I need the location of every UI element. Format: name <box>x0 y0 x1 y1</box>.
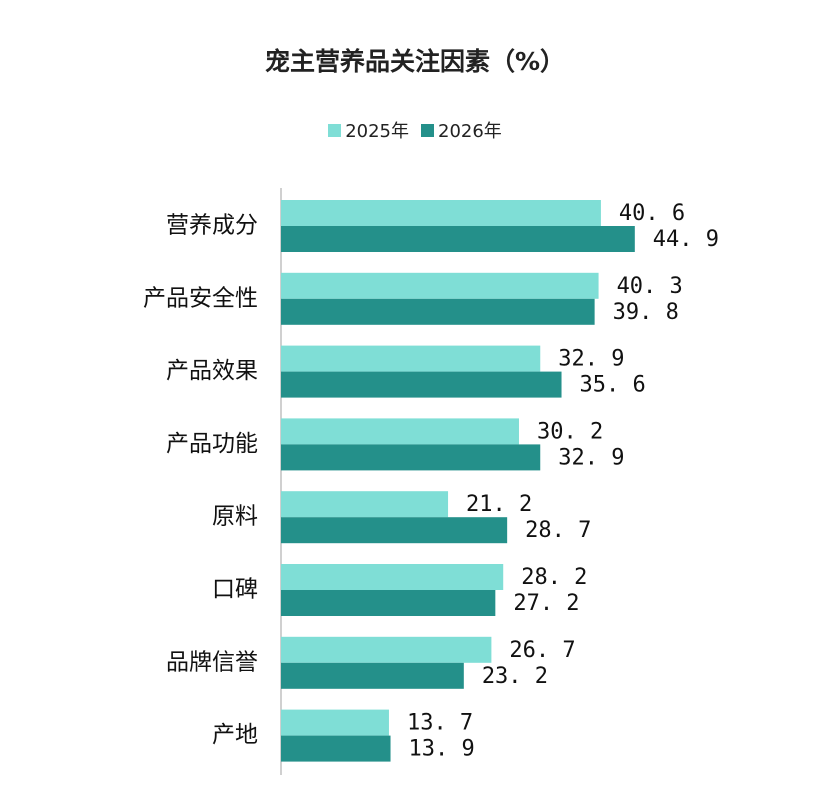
category-label: 营养成分 <box>166 213 258 239</box>
category-label: 原料 <box>212 504 258 530</box>
bar-2025年 <box>281 418 519 445</box>
data-label: 23. 2 <box>482 664 548 689</box>
data-label: 26. 7 <box>509 638 575 663</box>
bar-2026年 <box>281 517 508 544</box>
bar-2026年 <box>281 371 562 398</box>
category-label: 产地 <box>212 722 258 748</box>
bar-2025年 <box>281 491 449 518</box>
data-label: 40. 6 <box>619 201 685 226</box>
data-label: 39. 8 <box>613 300 679 325</box>
category-label: 产品效果 <box>166 358 258 384</box>
legend-label-2026: 2026年 <box>438 121 502 142</box>
bar-2025年 <box>281 345 541 372</box>
data-label: 28. 2 <box>521 565 587 590</box>
data-label: 35. 6 <box>580 373 646 398</box>
data-label: 13. 7 <box>407 711 473 736</box>
legend: 2025年 2026年 <box>0 117 830 143</box>
data-label: 30. 2 <box>537 419 603 444</box>
legend-item-2026: 2026年 <box>421 117 502 143</box>
category-label: 品牌信誉 <box>166 649 258 675</box>
data-label: 32. 9 <box>558 347 624 372</box>
bar-2026年 <box>281 735 391 762</box>
bar-2025年 <box>281 272 599 299</box>
bar-2025年 <box>281 709 389 736</box>
category-label: 口碑 <box>212 577 258 603</box>
category-label: 产品功能 <box>166 431 258 457</box>
bar-2026年 <box>281 662 464 689</box>
bar-2026年 <box>281 444 541 471</box>
data-label: 21. 2 <box>466 492 532 517</box>
legend-swatch-2026 <box>421 123 434 137</box>
category-label: 产品安全性 <box>143 285 258 311</box>
data-label: 27. 2 <box>513 591 579 616</box>
data-label: 13. 9 <box>409 737 475 762</box>
data-label: 40. 3 <box>617 274 683 299</box>
bar-2026年 <box>281 590 496 616</box>
data-label: 44. 9 <box>653 227 719 252</box>
bar-2026年 <box>281 226 635 252</box>
bar-2025年 <box>281 200 601 226</box>
data-label: 28. 7 <box>525 518 591 543</box>
chart-title: 宠主营养品关注因素（%） <box>264 47 566 76</box>
bar-2025年 <box>281 636 492 663</box>
bar-2025年 <box>281 564 504 590</box>
legend-swatch-2025 <box>328 123 342 137</box>
bar-2026年 <box>281 298 595 325</box>
data-label: 32. 9 <box>558 445 624 470</box>
legend-item-2025: 2025年 <box>328 117 409 143</box>
legend-label-2025: 2025年 <box>345 121 409 142</box>
